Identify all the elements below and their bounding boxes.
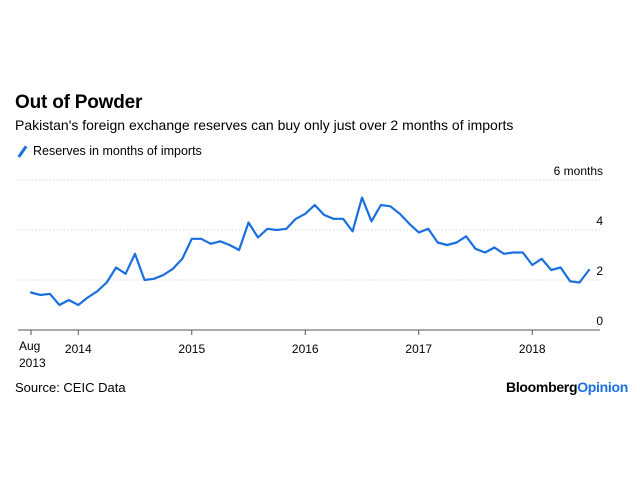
data-point [276, 229, 278, 231]
data-point [134, 253, 136, 255]
data-point [209, 243, 212, 245]
data-point [247, 221, 250, 224]
chart-title: Out of Powder [15, 92, 143, 113]
data-point [238, 249, 240, 251]
data-point [200, 238, 202, 240]
y-tick-label-0: 0 [596, 314, 603, 328]
data-point [219, 240, 221, 243]
data-point [474, 248, 477, 250]
data-point [323, 214, 326, 216]
data-point [257, 236, 259, 239]
data-point [124, 273, 127, 275]
data-point [503, 253, 505, 255]
data-point [228, 244, 231, 246]
data-point [427, 228, 430, 230]
data-point [436, 241, 439, 244]
data-point [30, 291, 32, 294]
x-tick-label-0-line1: Aug [19, 339, 40, 353]
y-tick-label-4: 4 [596, 214, 603, 228]
data-point [96, 290, 98, 293]
data-point [550, 269, 552, 271]
data-point [408, 223, 411, 225]
data-point [58, 304, 61, 306]
data-point [181, 258, 184, 260]
data-point [512, 251, 515, 254]
data-point [418, 231, 420, 234]
brand-part-1: Bloomberg [506, 379, 578, 395]
data-point [569, 280, 571, 283]
data-point [522, 251, 524, 254]
data-point [285, 228, 288, 230]
data-point [351, 230, 354, 233]
data-point [531, 264, 534, 266]
legend: Reserves in months of imports [17, 144, 202, 158]
data-point [191, 238, 193, 240]
data-point [361, 196, 363, 199]
data-point [68, 299, 70, 301]
y-tick-label-6: 6 months [554, 164, 603, 178]
brand-part-2: Opinion [577, 379, 628, 395]
x-tick-label-3: 2016 [292, 342, 319, 356]
y-tick-label-2: 2 [596, 264, 603, 278]
legend-label: Reserves in months of imports [33, 144, 202, 158]
series-line-reserves [29, 196, 591, 307]
data-point [399, 213, 401, 215]
data-point [455, 241, 458, 244]
data-point [105, 281, 108, 284]
data-point [578, 281, 581, 284]
data-point [153, 278, 155, 280]
data-point [86, 296, 89, 299]
data-point [266, 228, 269, 230]
data-point [115, 266, 117, 269]
data-point [332, 218, 335, 220]
data-point [446, 244, 448, 246]
data-point [49, 293, 51, 295]
source-note: Source: CEIC Data [15, 380, 126, 395]
data-point [389, 205, 392, 208]
data-point [143, 279, 146, 281]
data-point [540, 258, 543, 260]
data-point [588, 269, 590, 271]
x-tick-label-1: 2014 [65, 342, 92, 356]
chart-subtitle: Pakistan's foreign exchange reserves can… [15, 117, 514, 133]
x-tick-label-0-line2: 2013 [19, 356, 46, 370]
data-point [342, 218, 344, 220]
data-point [484, 251, 486, 254]
data-point [313, 204, 316, 206]
x-tick-label-4: 2017 [405, 342, 432, 356]
data-point [304, 213, 307, 215]
brand-logo: BloombergOpinion [506, 379, 628, 395]
data-point [172, 268, 174, 270]
data-point [162, 274, 165, 276]
data-point [380, 204, 382, 206]
x-tick-label-5: 2018 [519, 342, 546, 356]
data-point [559, 266, 562, 269]
data-point [370, 220, 373, 223]
x-tick-label-2: 2015 [178, 342, 205, 356]
data-point [295, 218, 297, 220]
data-point [465, 235, 467, 238]
data-point [77, 304, 80, 306]
data-point [39, 294, 42, 296]
data-point [493, 246, 496, 249]
